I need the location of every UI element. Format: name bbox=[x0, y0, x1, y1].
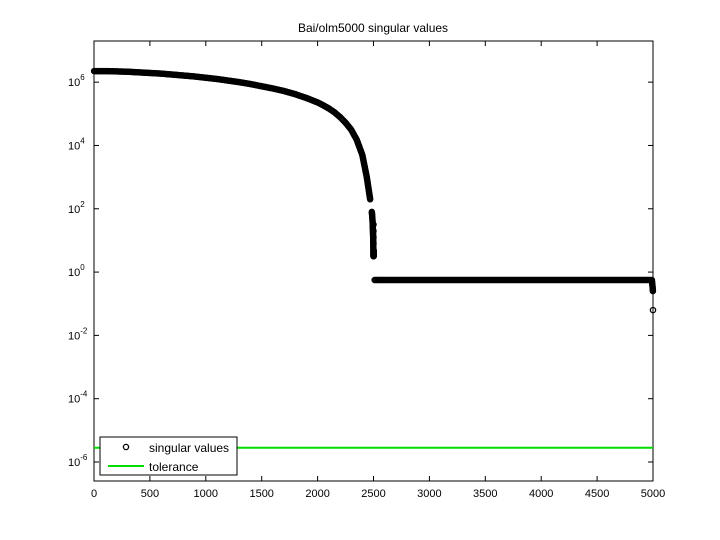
singular-value-point bbox=[370, 227, 377, 235]
x-tick-label: 4500 bbox=[585, 488, 609, 500]
y-tick-exponent: 2 bbox=[80, 200, 85, 209]
singular-value-point bbox=[370, 234, 377, 241]
y-tick-exponent: 6 bbox=[80, 73, 85, 82]
x-tick-label: 0 bbox=[91, 488, 97, 500]
x-tick-label: 3000 bbox=[417, 488, 441, 500]
y-tick-exponent: -6 bbox=[80, 453, 88, 462]
y-tick-exponent: -4 bbox=[80, 390, 88, 399]
singular-value-point bbox=[370, 240, 377, 247]
x-tick-label: 5000 bbox=[641, 488, 665, 500]
x-tick-label: 3500 bbox=[473, 488, 497, 500]
x-axis: 0 500 1000 1500 2000 2500 3000 3500 4000 4500 5000 bbox=[91, 41, 665, 500]
x-tick-label: 500 bbox=[141, 488, 159, 500]
x-tick-label: 4000 bbox=[529, 488, 553, 500]
chart-title: Bai/olm5000 singular values bbox=[298, 21, 448, 35]
singular-value-point bbox=[366, 196, 374, 203]
y-tick-exponent: 0 bbox=[80, 263, 85, 272]
singular-value-point bbox=[370, 246, 377, 254]
singular-value-point bbox=[649, 306, 657, 314]
x-tick-label: 1500 bbox=[249, 488, 273, 500]
legend: singular values tolerance bbox=[99, 436, 238, 476]
y-tick-exponent: -2 bbox=[80, 326, 88, 335]
singular-values-series bbox=[90, 67, 657, 314]
legend-label-tolerance: tolerance bbox=[149, 460, 199, 474]
x-tick-label: 2500 bbox=[361, 488, 385, 500]
x-tick-label: 2000 bbox=[305, 488, 329, 500]
singular-value-point bbox=[370, 253, 377, 260]
x-tick-label: 1000 bbox=[194, 488, 218, 500]
legend-marker-singular-values bbox=[122, 443, 130, 451]
singular-value-point bbox=[649, 287, 657, 295]
legend-label-singular-values: singular values bbox=[149, 441, 229, 455]
plot-area bbox=[93, 40, 654, 482]
singular-value-point bbox=[370, 221, 377, 228]
y-tick-exponent: 4 bbox=[80, 136, 85, 145]
legend-box bbox=[99, 436, 238, 476]
